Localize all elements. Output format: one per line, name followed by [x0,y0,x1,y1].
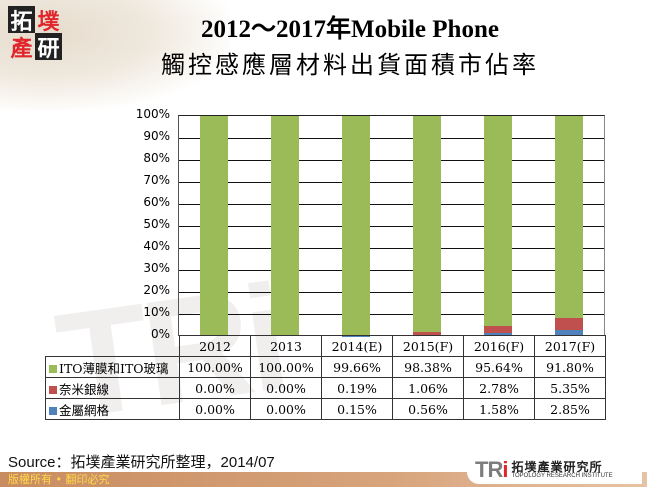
tri-logo-mark: TRi [475,457,507,483]
y-tick-label: 100% [120,107,170,121]
table-cell: 1.58% [464,399,535,420]
bar-segment [555,318,583,330]
tri-logo: TRi 拓墣產業研究所 TOPOLOGY RESEARCH INSTITUTE [467,456,642,484]
y-tick-label: 80% [120,151,170,165]
bar-2013 [271,116,299,336]
category-label: 2013 [251,336,322,357]
bar-2015(F) [413,116,441,336]
table-cell: 99.66% [322,357,393,378]
bar-segment [271,116,299,336]
category-label: 2012 [180,336,251,357]
table-cell: 0.56% [393,399,464,420]
bar-2016(F) [484,116,512,336]
plot-area [178,115,605,336]
category-label: 2015(F) [393,336,464,357]
chart-title: 2012～2017年Mobile Phone 觸控感應層材料出貨面積市佔率 [100,12,600,84]
legend-key-icon [49,386,57,394]
table-cell: 0.19% [322,378,393,399]
table-cell: 2.85% [535,399,606,420]
category-label: 2014(E) [322,336,393,357]
bar-segment [200,116,228,336]
table-cell: 98.38% [393,357,464,378]
title-line-2: 觸控感應層材料出貨面積市佔率 [100,48,600,84]
bar-2012 [200,116,228,336]
logo-char: 拓 [8,6,35,33]
logo-char: 產 [8,33,35,60]
table-cell: 100.00% [180,357,251,378]
gridline [179,248,604,249]
y-tick-label: 90% [120,129,170,143]
copyright-text: 版權所有 • 翻印必究 [8,472,109,487]
table-cell: 100.00% [251,357,322,378]
gridline [179,182,604,183]
gridline [179,138,604,139]
gridline [179,292,604,293]
table-cell: 95.64% [464,357,535,378]
bar-segment [555,116,583,318]
legend-entry: ITO薄膜和ITO玻璃 [46,357,180,378]
org-name-en: TOPOLOGY RESEARCH INSTITUTE [511,473,612,479]
y-tick-label: 40% [120,239,170,253]
table-cell: 91.80% [535,357,606,378]
table-cell: 0.15% [322,399,393,420]
legend-key-icon [49,365,57,373]
y-tick-label: 30% [120,261,170,275]
gridline [179,226,604,227]
bar-2017(F) [555,116,583,336]
gridline [179,270,604,271]
category-label: 2017(F) [535,336,606,357]
table-cell: 0.00% [251,399,322,420]
legend-entry: 金屬網格 [46,399,180,420]
table-cell: 5.35% [535,378,606,399]
table-cell: 0.00% [180,378,251,399]
logo-char: 研 [35,33,62,60]
legend-key-icon [49,407,57,415]
y-tick-label: 20% [120,283,170,297]
bar-segment [484,116,512,326]
table-cell: 1.06% [393,378,464,399]
y-tick-label: 50% [120,217,170,231]
table-cell: 2.78% [464,378,535,399]
gridline [179,314,604,315]
gridline [179,160,604,161]
table-cell: 0.00% [251,378,322,399]
legend-entry: 奈米銀線 [46,378,180,399]
bar-segment [342,116,370,335]
bar-2014(E) [342,116,370,336]
logo-char: 墣 [35,6,62,33]
tri-square-logo: 拓 墣 產 研 [8,6,62,60]
org-name-cn: 拓墣產業研究所 [511,461,612,473]
source-note: Source：拓墣產業研究所整理，2014/07 [8,451,275,472]
category-label: 2016(F) [464,336,535,357]
title-line-1: 2012～2017年Mobile Phone [100,12,600,48]
table-cell: 0.00% [180,399,251,420]
gridline [179,204,604,205]
y-tick-label: 10% [120,305,170,319]
y-tick-label: 70% [120,173,170,187]
y-tick-label: 60% [120,195,170,209]
bar-segment [413,116,441,332]
